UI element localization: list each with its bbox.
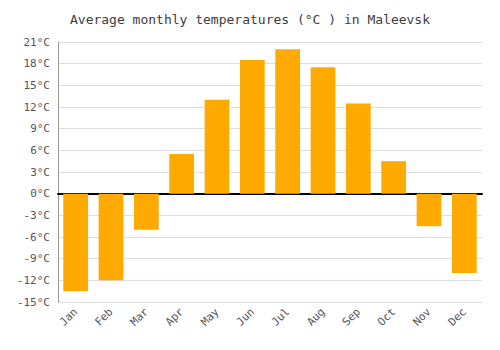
svg-text:18°C: 18°C (24, 57, 51, 70)
svg-text:0°C: 0°C (30, 187, 50, 200)
svg-text:21°C: 21°C (24, 36, 51, 49)
svg-text:Jan: Jan (57, 305, 80, 328)
svg-text:Jul: Jul (269, 305, 292, 328)
svg-text:-12°C: -12°C (17, 274, 50, 287)
svg-text:May: May (198, 305, 221, 328)
svg-text:Nov: Nov (410, 305, 433, 328)
svg-text:Apr: Apr (163, 305, 186, 328)
svg-text:3°C: 3°C (30, 166, 50, 179)
svg-text:-3°C: -3°C (24, 209, 51, 222)
svg-text:Average monthly temperatures (: Average monthly temperatures (°C ) in Ma… (70, 12, 430, 27)
svg-text:6°C: 6°C (30, 144, 50, 157)
svg-text:Dec: Dec (446, 305, 469, 328)
svg-text:Mar: Mar (128, 305, 151, 328)
svg-text:Aug: Aug (304, 305, 327, 328)
svg-text:-9°C: -9°C (24, 252, 51, 265)
svg-text:Oct: Oct (375, 305, 398, 328)
svg-text:12°C: 12°C (24, 101, 51, 114)
svg-text:Sep: Sep (340, 305, 363, 328)
svg-text:-6°C: -6°C (24, 231, 51, 244)
svg-text:9°C: 9°C (30, 122, 50, 135)
svg-text:Feb: Feb (92, 305, 115, 328)
svg-text:Jun: Jun (234, 305, 257, 328)
svg-text:-15°C: -15°C (17, 296, 50, 309)
svg-text:15°C: 15°C (24, 79, 51, 92)
